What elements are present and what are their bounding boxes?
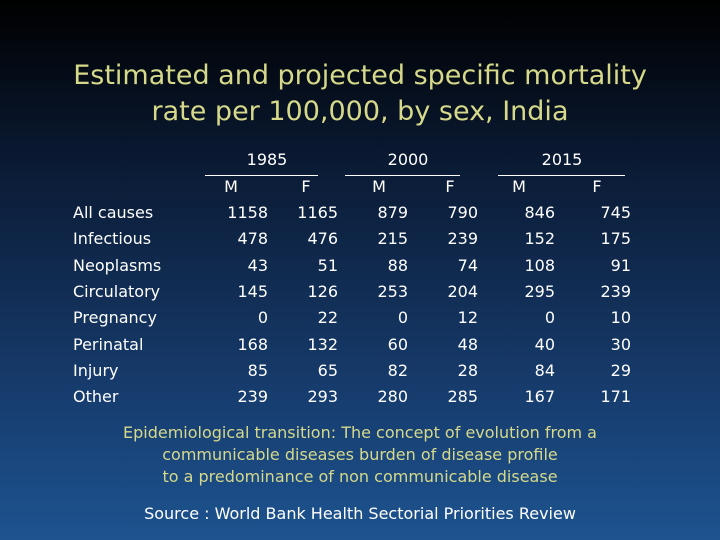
- table-cell: 790: [447, 203, 478, 222]
- table-cell: 175: [600, 229, 631, 248]
- year-header: 1985: [246, 150, 288, 169]
- mortality-table: 1985 2000 2015 M F M F M F All causes 1158 1165 879 7…: [0, 0, 720, 420]
- sex-header: F: [445, 177, 455, 196]
- table-cell: 478: [237, 229, 268, 248]
- table-cell: 10: [610, 308, 631, 327]
- table-cell: 84: [534, 361, 555, 380]
- source-citation: Source : World Bank Health Sectorial Pri…: [144, 504, 576, 523]
- table-cell: 40: [534, 335, 555, 354]
- table-cell: 215: [377, 229, 408, 248]
- transition-note-line-1: Epidemiological transition: The concept …: [123, 423, 597, 442]
- sex-header: F: [592, 177, 602, 196]
- slide-title-line-2: rate per 100,000, by sex, India: [151, 96, 569, 127]
- table-cell: 60: [387, 335, 408, 354]
- table-cell: 74: [457, 256, 478, 275]
- table-cell: 167: [524, 387, 555, 406]
- transition-note: Epidemiological transition: The concept …: [0, 422, 720, 488]
- row-label: Circulatory: [73, 282, 161, 301]
- year-underline: [498, 175, 625, 176]
- table-cell: 239: [237, 387, 268, 406]
- row-label: Injury: [73, 361, 119, 380]
- table-cell: 1158: [227, 203, 268, 222]
- table-cell: 91: [610, 256, 631, 275]
- table-cell: 88: [387, 256, 408, 275]
- table-cell: 476: [307, 229, 338, 248]
- table-cell: 65: [317, 361, 338, 380]
- table-cell: 29: [610, 361, 631, 380]
- table-cell: 295: [524, 282, 555, 301]
- table-cell: 82: [387, 361, 408, 380]
- sex-header: M: [372, 177, 386, 196]
- year-underline: [345, 175, 460, 176]
- table-cell: 293: [307, 387, 338, 406]
- table-cell: 145: [237, 282, 268, 301]
- table-cell: 745: [600, 203, 631, 222]
- table-cell: 22: [317, 308, 338, 327]
- year-header: 2015: [541, 150, 583, 169]
- table-cell: 51: [317, 256, 338, 275]
- sex-header: M: [224, 177, 238, 196]
- table-cell: 43: [247, 256, 268, 275]
- slide-title-line-1: Estimated and projected specific mortali…: [73, 60, 647, 91]
- table-cell: 28: [457, 361, 478, 380]
- table-cell: 168: [237, 335, 268, 354]
- row-label: All causes: [73, 203, 154, 222]
- row-label: Pregnancy: [73, 308, 157, 327]
- row-label: Infectious: [73, 229, 152, 248]
- table-cell: 285: [447, 387, 478, 406]
- table-cell: 239: [600, 282, 631, 301]
- table-cell: 0: [544, 308, 555, 327]
- transition-note-line-3: to a predominance of non communicable di…: [162, 467, 558, 486]
- table-cell: 152: [524, 229, 555, 248]
- table-cell: 0: [257, 308, 268, 327]
- table-cell: 0: [397, 308, 408, 327]
- transition-note-line-2: communicable diseases burden of disease …: [162, 445, 558, 464]
- table-cell: 132: [307, 335, 338, 354]
- table-cell: 48: [457, 335, 478, 354]
- row-label: Perinatal: [73, 335, 144, 354]
- table-cell: 1165: [297, 203, 338, 222]
- slide-title: Estimated and projected specific mortali…: [0, 58, 720, 130]
- table-cell: 171: [600, 387, 631, 406]
- table-cell: 253: [377, 282, 408, 301]
- table-cell: 126: [307, 282, 338, 301]
- row-label: Neoplasms: [73, 256, 162, 275]
- table-cell: 30: [610, 335, 631, 354]
- table-cell: 239: [447, 229, 478, 248]
- year-header: 2000: [387, 150, 429, 169]
- table-cell: 108: [524, 256, 555, 275]
- table-cell: 280: [377, 387, 408, 406]
- year-underline: [205, 175, 318, 176]
- table-cell: 879: [377, 203, 408, 222]
- sex-header: M: [512, 177, 526, 196]
- table-cell: 85: [247, 361, 268, 380]
- table-cell: 204: [447, 282, 478, 301]
- table-cell: 12: [457, 308, 478, 327]
- sex-header: F: [301, 177, 311, 196]
- table-cell: 846: [524, 203, 555, 222]
- row-label: Other: [73, 387, 119, 406]
